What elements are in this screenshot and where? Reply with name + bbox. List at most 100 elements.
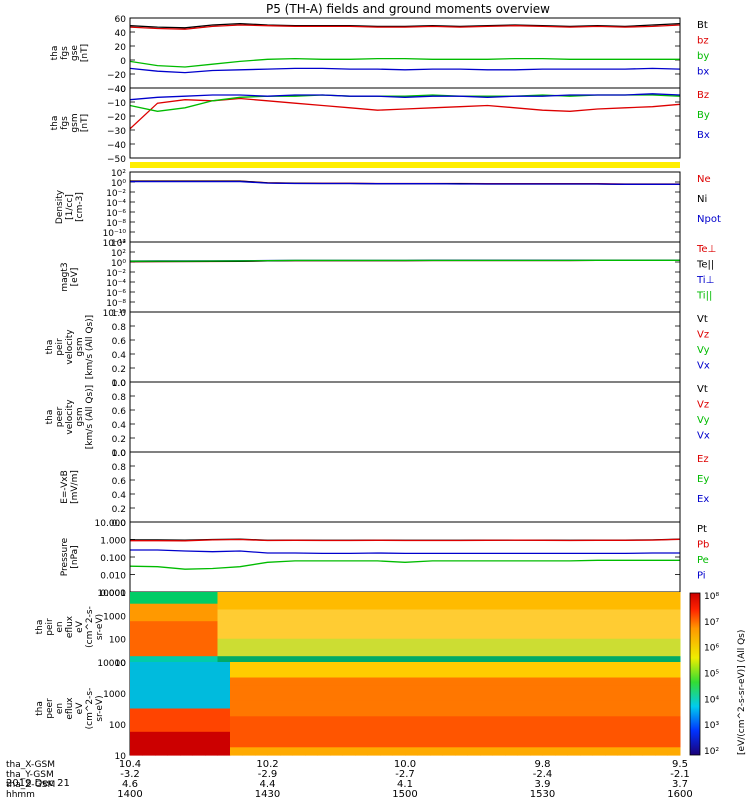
spectrogram-cell [617,716,631,725]
spectrogram-cell [442,597,456,605]
spectrogram-cell [555,677,568,686]
spectrogram-cell [392,627,406,634]
spectrogram-cell [592,650,606,657]
spectrogram-cell [542,597,556,605]
spectrogram-cell [392,609,406,616]
spectrogram-cell [205,638,218,645]
spectrogram-cell [417,592,431,599]
spectrogram-cell [317,603,331,610]
spectrogram-cell [142,603,156,610]
spectrogram-cell [355,632,368,640]
spectrogram-cell [567,669,581,679]
spectrogram-cell [305,724,318,733]
spectrogram-cell [167,627,181,634]
spectrogram-cell [267,693,281,702]
spectrogram-cell [592,621,606,628]
spectrogram-cell [305,716,318,725]
spectrogram-cell [317,597,331,605]
spectrogram-cell [180,644,193,651]
spectrogram-cell [217,716,231,725]
spectrogram-cell [167,592,181,599]
spectrogram-cell [180,747,193,756]
spectrogram-cell [555,662,568,671]
spectrogram-cell [142,597,156,605]
y-tick-label: 1.0 [112,309,127,319]
spectrogram-cell [617,685,631,694]
time-axis-row-label: tha_Y-GSM [6,770,54,780]
spectrogram-cell [517,650,531,657]
spectrogram-cell [217,708,231,717]
spectrogram-cell [230,621,243,628]
spectrogram-cell [567,603,581,610]
spectrogram-cell [292,592,306,599]
spectrogram-cell [355,592,368,599]
spectrogram-cell [617,597,631,605]
legend-entry: Vx [697,361,710,372]
spectrogram-cell [330,708,343,717]
spectrogram-cell [605,739,618,748]
spectrogram-cell [155,685,168,694]
y-tick-label: −10 [107,99,126,109]
spectrogram-cell [442,731,456,741]
spectrogram-cell [442,650,456,657]
spectrogram-cell [305,597,318,605]
spectrogram-cell [480,609,493,616]
spectrogram-cell [342,603,356,610]
y-tick-label: 0.100 [100,554,126,564]
spectrogram-cell [630,621,643,628]
spectrogram-cell [555,724,568,733]
legend-entry: Ni [697,194,707,205]
spectrogram-cell [605,592,618,599]
spectrogram-cell [630,609,643,616]
spectrogram-cell [267,662,281,671]
date-label: 2019 Dec 21 [6,778,70,789]
spectrogram-cell [430,708,443,717]
spectrogram-cell [417,650,431,657]
y-axis-label: gsm [75,407,85,426]
spectrogram-cell [280,592,293,599]
spectrogram-cell [342,731,356,741]
spectrogram-cell [405,716,418,725]
spectrogram-cell [555,632,568,640]
spectrogram-cell [367,739,381,748]
spectrogram-cell [255,650,268,657]
spectrogram-cell [405,708,418,717]
spectrogram-cell [280,669,293,679]
spectrogram-cell [292,685,306,694]
series-line-Npot [130,180,680,185]
spectrogram-cell [605,609,618,616]
spectrogram-cell [130,644,143,651]
spectrogram-cell [205,592,218,599]
spectrogram-cell [255,609,268,616]
spectrogram-cell [492,597,506,605]
spectrogram-cell [192,739,206,748]
spectrogram-cell [155,644,168,651]
spectrogram-cell [392,662,406,671]
spectrogram-cell [555,739,568,748]
spectrogram-cell [430,632,443,640]
spectrogram-cell [267,677,281,686]
spectrogram-cell [217,669,231,679]
spectrogram-cell [667,615,681,622]
spectrogram-cell [542,716,556,725]
time-axis-value: 10.0 [394,759,416,770]
legend-entry: Npot [697,214,721,225]
spectrogram-cell [567,609,581,616]
spectrogram-cell [555,644,568,651]
spectrogram-cell [642,603,656,610]
spectrogram-cell [142,662,156,671]
spectrogram-cell [605,656,618,663]
spectrogram-cell [467,700,481,710]
spectrogram-cell [205,650,218,657]
legend-entry: Vy [697,345,710,356]
spectrogram-cell [430,693,443,702]
spectrogram-cell [580,592,593,599]
spectrogram-cell [405,644,418,651]
spectrogram-cell [392,621,406,628]
spectrogram-cell [192,615,206,622]
spectrogram-cell [442,685,456,694]
y-axis-label: [cm-3] [75,192,85,222]
y-axis-label: gsm [70,113,80,132]
spectrogram-cell [155,716,168,725]
y-tick-label: 0.010 [100,572,126,582]
